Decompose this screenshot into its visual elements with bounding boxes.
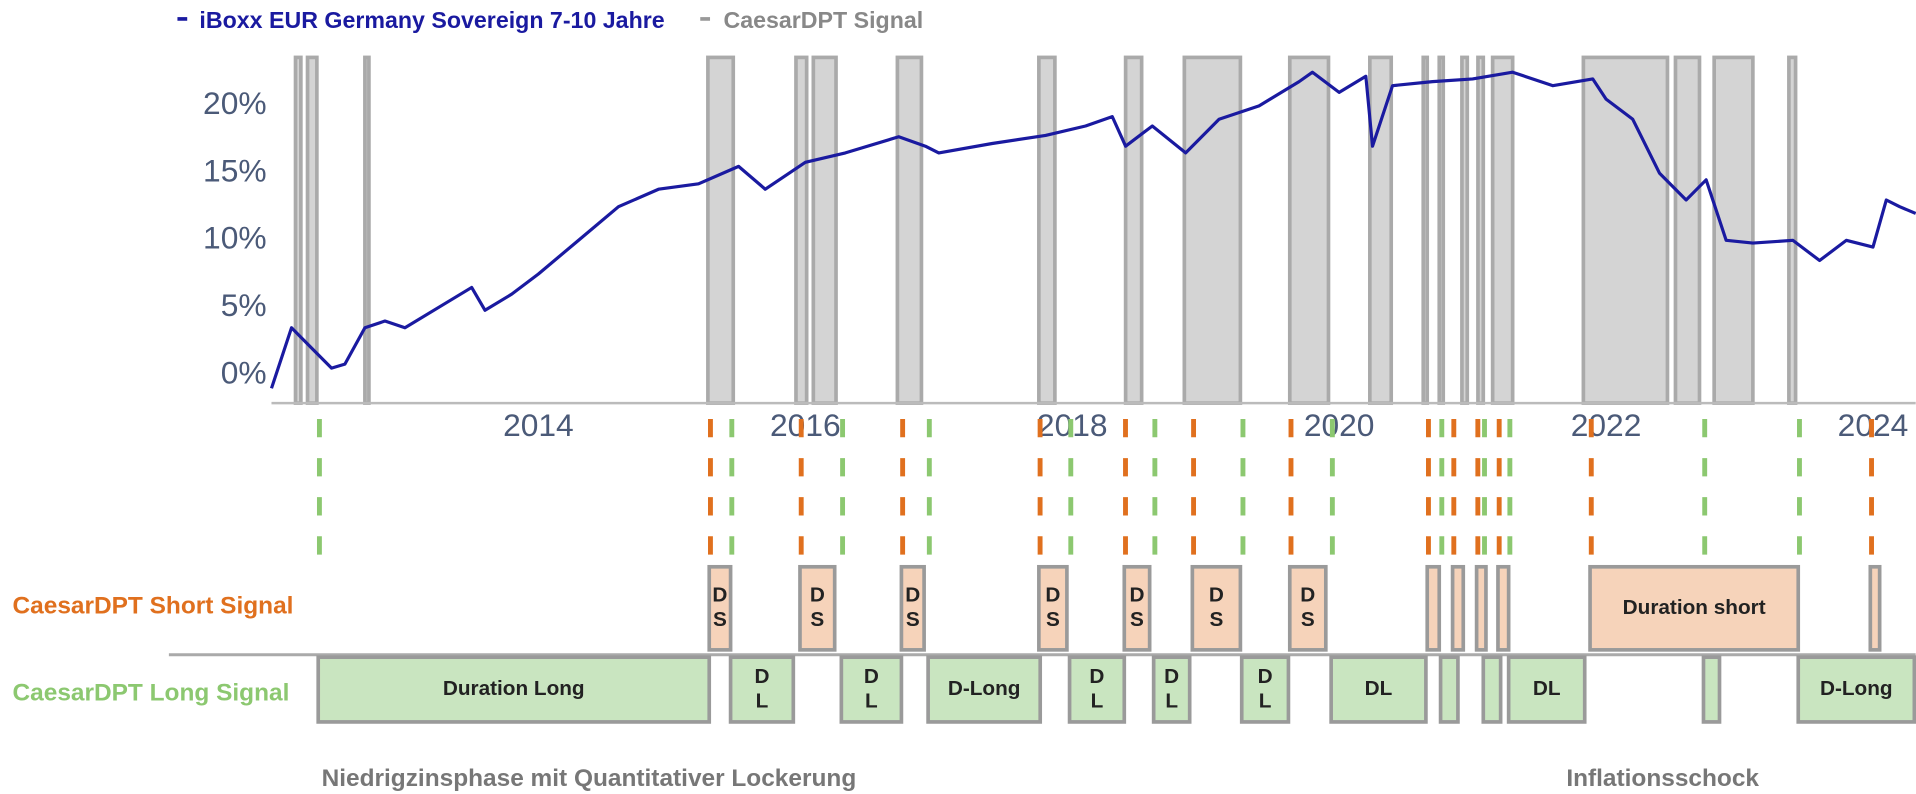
signal-box <box>728 655 796 724</box>
signal-box <box>316 655 712 724</box>
signal-box <box>899 564 926 652</box>
y-tick-label: 10% <box>203 220 267 256</box>
box-label: D <box>905 584 920 607</box>
signal-box <box>1329 655 1428 724</box>
signal-band <box>293 55 303 405</box>
signal-band <box>1037 55 1057 405</box>
signal-box <box>1701 655 1722 724</box>
box-label: D <box>1209 584 1224 607</box>
box-label: D <box>1045 584 1060 607</box>
signal-band <box>1673 55 1702 405</box>
series-line <box>269 70 1916 389</box>
signal-box <box>926 655 1043 724</box>
box-label: L <box>1259 689 1272 712</box>
signal-band <box>1182 55 1243 405</box>
box-label: D <box>754 665 769 688</box>
signal-band <box>895 55 924 405</box>
signal-band <box>1787 55 1798 405</box>
box-label: Duration Long <box>443 677 585 700</box>
x-tick-label: 2020 <box>1304 407 1375 443</box>
box-label: D <box>810 584 825 607</box>
box-label: L <box>865 689 878 712</box>
signal-box <box>1438 655 1460 724</box>
legend-swatch <box>177 17 188 21</box>
legend: iBoxx EUR Germany Sovereign 7-10 Jahre C… <box>177 7 923 33</box>
signal-box <box>1481 655 1503 724</box>
legend-label: iBoxx EUR Germany Sovereign 7-10 Jahre <box>199 7 664 33</box>
signal-box <box>1037 564 1069 652</box>
box-label: S <box>1209 608 1223 631</box>
legend-swatch <box>700 17 711 21</box>
box-label: D <box>1089 665 1104 688</box>
short-signal-label: CaesarDPT Short Signal <box>13 593 294 620</box>
signal-band <box>363 55 371 405</box>
signal-box <box>1425 564 1442 652</box>
box-label: S <box>1046 608 1060 631</box>
box-label: D <box>712 584 727 607</box>
signal-band <box>1490 55 1515 405</box>
y-tick-label: 0% <box>221 354 267 390</box>
signal-box <box>1474 564 1488 652</box>
box-label: L <box>1165 689 1178 712</box>
signal-band <box>1287 55 1331 405</box>
x-tick-label: 2022 <box>1571 407 1642 443</box>
box-label: L <box>756 689 769 712</box>
signal-band <box>1460 55 1470 405</box>
signal-box <box>839 655 904 724</box>
box-label: S <box>713 608 727 631</box>
signal-band <box>794 55 809 405</box>
signal-band <box>1421 55 1430 405</box>
signal-band <box>1368 55 1394 405</box>
signal-box <box>1122 564 1152 652</box>
annotation: Inflationsschock <box>1566 765 1759 792</box>
box-label: D <box>1164 665 1179 688</box>
box-label: D-Long <box>948 677 1021 700</box>
long-signal-label: CaesarDPT Long Signal <box>13 679 290 706</box>
box-label: S <box>906 608 920 631</box>
box-label: DL <box>1365 677 1393 700</box>
signal-band <box>1123 55 1144 405</box>
box-label: D <box>1129 584 1144 607</box>
signal-band <box>1476 55 1486 405</box>
signal-box <box>1796 655 1916 724</box>
y-tick-label: 15% <box>203 152 267 188</box>
legend-label: CaesarDPT Signal <box>723 7 923 33</box>
signal-band <box>1437 55 1446 405</box>
signal-box <box>1239 655 1291 724</box>
signal-box <box>1588 564 1801 652</box>
signal-box <box>707 564 733 652</box>
signal-band <box>811 55 838 405</box>
y-tick-label: 20% <box>203 85 267 121</box>
box-label: D <box>1300 584 1315 607</box>
y-tick-label: 5% <box>221 287 267 323</box>
signal-box <box>798 564 837 652</box>
annotation: Niedrigzinsphase mit Quantitativer Locke… <box>322 765 857 792</box>
signal-box <box>1287 564 1328 652</box>
box-label: S <box>1130 608 1144 631</box>
x-tick-label: 2014 <box>503 407 574 443</box>
box-label: Duration short <box>1623 596 1766 619</box>
box-label: S <box>1301 608 1315 631</box>
signal-box <box>1067 655 1127 724</box>
box-label: D-Long <box>1820 677 1893 700</box>
box-label: L <box>1091 689 1104 712</box>
box-label: D <box>1258 665 1273 688</box>
box-label: S <box>810 608 824 631</box>
box-label: DL <box>1533 677 1561 700</box>
signal-box <box>1151 655 1192 724</box>
signal-box <box>1496 564 1511 652</box>
signal-box <box>1450 564 1466 652</box>
signal-box <box>1506 655 1587 724</box>
box-label: D <box>864 665 879 688</box>
signal-band <box>706 55 736 405</box>
x-tick-label: 2016 <box>770 407 841 443</box>
signal-band <box>1581 55 1670 405</box>
signal-band <box>1712 55 1755 405</box>
signal-box <box>1190 564 1243 652</box>
signal-box <box>1868 564 1882 652</box>
